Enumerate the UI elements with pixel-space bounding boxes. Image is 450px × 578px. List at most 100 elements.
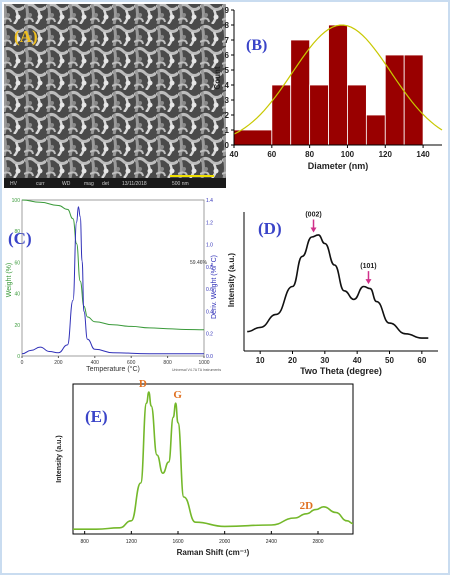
histogram-x-tick-label: 60 [267, 150, 276, 159]
sem-scale-bar [170, 175, 214, 177]
tga-x-tick-label: 1000 [198, 360, 209, 366]
tga-y2-tick-label: 0.2 [206, 332, 213, 338]
tga-weight-line [21, 199, 205, 331]
histogram-bar [328, 24, 348, 146]
xrd-pattern-line [247, 234, 429, 339]
histogram-x-tick-label: 40 [230, 150, 239, 159]
raman-peak-label: 2D [300, 500, 314, 512]
panel-label-a: (A) [14, 27, 38, 46]
xrd-peak-label: (101) [360, 263, 376, 270]
histogram-y-tick-label: 3 [225, 96, 230, 105]
xrd-peak-arrowhead [365, 279, 372, 285]
figure-canvas: HV curr WD mag det 13/11/2018 500 nm (A)… [4, 4, 444, 557]
tga-x-tick-label: 200 [54, 360, 63, 366]
xrd-x-tick-label: 40 [353, 356, 362, 365]
xrd-x-tick-label: 20 [288, 356, 297, 365]
panel-c-tga: (C) 0 200 400 600 800 1000 0 20 40 60 80 100 0.0 0.2 0… [6, 198, 221, 373]
xrd-x-tick-label: 10 [256, 356, 265, 365]
histogram-y-tick-label: 2 [225, 111, 230, 120]
histogram-y-tick-label: 9 [225, 6, 230, 15]
histogram-y-tick-label: 4 [225, 81, 230, 90]
raman-peak-label: D [139, 378, 147, 390]
tga-y2-tick-label: 0.6 [206, 287, 213, 293]
panel-e-raman: (E) Intensity (a.u.) 800 1200 1600 2000 2400 2… [56, 378, 354, 557]
raman-x-tick-label: 2400 [266, 539, 277, 545]
tga-y2-tick-label: 0.4 [206, 309, 213, 315]
xrd-x-tick-label: 50 [385, 356, 394, 365]
histogram-bar [271, 84, 292, 146]
panel-b-histogram: (B) Count 40 60 80 100 120 140 0 1 2 3 4 5 6 7 8 9 Diamet… [213, 6, 444, 171]
sem-databar-hv: HV [10, 181, 18, 187]
raman-plot-frame [72, 383, 354, 535]
histogram-y-tick-label: 1 [225, 126, 230, 135]
tga-x-tick-label: 800 [163, 360, 172, 366]
panel-label-c: (C) [8, 229, 32, 248]
tga-y2-tick-label: 1.2 [206, 220, 213, 226]
tga-y-tick-label: 100 [12, 198, 21, 204]
histogram-x-tick-label: 120 [379, 150, 393, 159]
raman-y-axis-label: Intensity (a.u.) [56, 435, 63, 482]
sem-databar [4, 178, 226, 188]
tga-plot-frame [21, 199, 205, 357]
tga-y-axis-label: Weight (%) [6, 263, 13, 298]
raman-x-tick-label: 1600 [172, 539, 183, 545]
tga-y-tick-label: 0 [17, 354, 20, 360]
histogram-y-tick-label: 6 [225, 51, 230, 60]
tga-y-tick-label: 60 [14, 260, 20, 266]
histogram-y-tick-label: 7 [225, 36, 230, 45]
histogram-bar [403, 54, 424, 146]
tga-x-axis-label: Temperature (°C) [86, 365, 140, 373]
sem-databar-curr: curr [36, 181, 45, 187]
tga-y2-tick-label: 1.4 [206, 198, 213, 204]
tga-x-tick-label: 600 [127, 360, 136, 366]
xrd-y-axis-label: Intensity (a.u.) [227, 253, 236, 308]
tga-x-tick-label: 400 [91, 360, 100, 366]
panel-label-b: (B) [246, 37, 267, 54]
histogram-x-tick-label: 140 [416, 150, 430, 159]
histogram-y-axis-label: Count [213, 66, 222, 89]
panel-label-e: (E) [85, 407, 108, 426]
sem-databar-wd: WD [62, 181, 71, 187]
xrd-x-tick-label: 60 [417, 356, 426, 365]
histogram-bar [347, 84, 367, 146]
raman-x-axis-label: Raman Shift (cm⁻¹) [177, 548, 250, 557]
raman-x-tick-label: 800 [80, 539, 89, 545]
sem-databar-date: 13/11/2018 [122, 181, 147, 187]
histogram-bar [290, 39, 311, 146]
sem-databar-det: det [102, 181, 110, 187]
histogram-x-tick-label: 100 [341, 150, 355, 159]
histogram-y-tick-label: 5 [225, 66, 230, 75]
sem-databar-mag: mag [84, 181, 94, 187]
histogram-bar [233, 129, 273, 146]
tga-deriv-line [21, 206, 204, 355]
tga-y2-tick-label: 0.0 [206, 354, 213, 360]
sem-scale-label: 500 nm [172, 181, 189, 187]
tga-y-tick-label: 40 [14, 292, 20, 298]
tga-y-tick-label: 80 [14, 229, 20, 235]
raman-x-tick-label: 2800 [312, 539, 323, 545]
xrd-x-axis-label: Two Theta (degree) [300, 366, 382, 376]
histogram-bar [309, 84, 329, 146]
histogram-y-tick-label: 0 [225, 141, 230, 150]
panel-label-d: (D) [258, 219, 282, 238]
raman-peak-label: G [173, 389, 182, 401]
raman-spectrum-line [73, 391, 354, 531]
panel-d-xrd: (D) Intensity (a.u.) 10 20 30 40 50 60 (002) (10… [227, 212, 438, 376]
tga-y2-axis-label: Deriv. Weight (%/°C) [210, 255, 218, 319]
tga-y2-tick-label: 0.8 [206, 265, 213, 271]
raman-x-tick-label: 2000 [219, 539, 230, 545]
histogram-bar [365, 114, 386, 146]
xrd-peak-label: (002) [305, 212, 321, 219]
histogram-fit-curve [233, 24, 443, 135]
panel-a-sem: HV curr WD mag det 13/11/2018 500 nm (A) [4, 4, 226, 188]
tga-footer: Universal V4.7A TA Instruments [172, 368, 221, 372]
tga-y2-tick-label: 1.0 [206, 243, 213, 249]
tga-y-tick-label: 20 [14, 323, 20, 329]
xrd-peak-arrowhead [310, 227, 317, 233]
tga-annotation: 59.46% [190, 260, 208, 266]
xrd-x-tick-label: 30 [320, 356, 329, 365]
raman-x-tick-label: 1200 [126, 539, 137, 545]
sem-image [4, 4, 226, 186]
tga-x-tick-label: 0 [21, 360, 24, 366]
